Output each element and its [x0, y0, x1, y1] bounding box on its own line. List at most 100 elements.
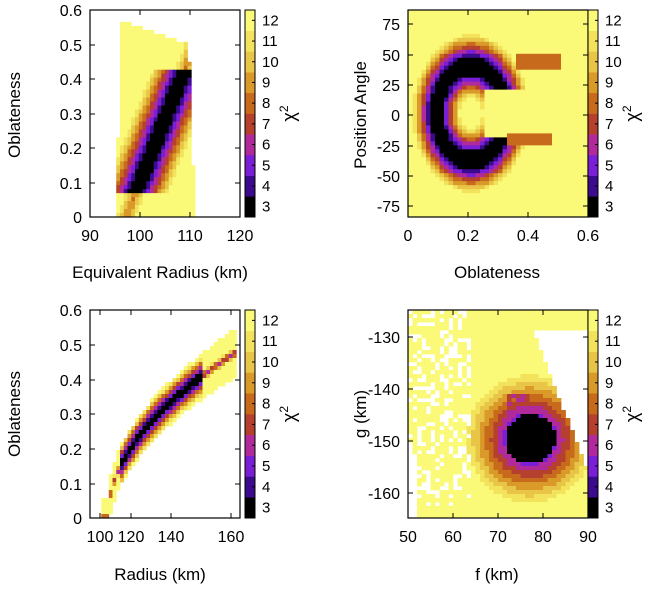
heatmap-cell — [202, 394, 207, 399]
heatmap-cell — [511, 338, 517, 343]
heatmap-cell — [448, 17, 454, 23]
heatmap-cell — [552, 137, 557, 142]
heatmap-cell — [412, 33, 418, 39]
heatmap-cell — [444, 17, 449, 23]
heatmap-cell — [507, 213, 512, 217]
heatmap-cell — [484, 189, 490, 194]
heatmap-cell — [489, 10, 494, 15]
heatmap-cell — [507, 402, 512, 407]
heatmap-cell — [475, 430, 481, 435]
heatmap-cell — [135, 177, 140, 182]
heatmap-cell — [408, 177, 413, 182]
y-tick-label: 25 — [382, 78, 400, 95]
heatmap-cell — [520, 394, 526, 399]
heatmap-cell — [435, 13, 440, 19]
heatmap-cell — [135, 145, 140, 150]
heatmap-cell — [547, 10, 553, 15]
heatmap-cell — [462, 390, 467, 395]
heatmap-cell — [146, 53, 151, 59]
heatmap-cell — [552, 213, 557, 217]
heatmap-cell — [498, 157, 503, 162]
heatmap-cell — [498, 510, 503, 515]
heatmap-cell — [408, 314, 413, 319]
heatmap-cell — [511, 510, 517, 515]
heatmap-cell — [493, 137, 499, 142]
heatmap-cell — [120, 189, 125, 194]
heatmap-cell — [511, 149, 517, 154]
heatmap-cells — [408, 310, 588, 518]
heatmap-cell — [529, 318, 535, 323]
heatmap-cell — [475, 438, 481, 443]
heatmap-cell — [534, 442, 539, 447]
heatmap-cell — [529, 177, 535, 182]
heatmap-cell — [138, 426, 143, 431]
heatmap-cell — [511, 173, 517, 178]
heatmap-cell — [538, 318, 544, 323]
heatmap-cell — [498, 450, 503, 455]
heatmap-cell — [112, 470, 117, 475]
heatmap-cell — [516, 426, 521, 431]
heatmap-cell — [574, 149, 580, 154]
heatmap-cell — [146, 29, 151, 35]
heatmap-cell — [453, 370, 458, 375]
heatmap-cell — [529, 33, 535, 39]
heatmap-cell — [453, 33, 458, 39]
heatmap-cell — [448, 145, 454, 150]
heatmap-cell — [543, 105, 548, 110]
heatmap-cell — [547, 458, 553, 463]
heatmap-cell — [516, 117, 521, 122]
heatmap-cell — [150, 213, 155, 217]
heatmap-cell — [123, 442, 128, 447]
heatmap-cell — [150, 69, 155, 75]
heatmap-cell — [525, 490, 530, 495]
heatmap-cell — [556, 10, 562, 15]
heatmap-cell — [153, 125, 158, 130]
heatmap-cell — [511, 53, 517, 59]
heatmap-cell — [225, 358, 230, 363]
heatmap-cell — [484, 418, 490, 423]
heatmap-cell — [417, 470, 422, 475]
heatmap-cell — [138, 165, 143, 170]
heatmap-cell — [516, 458, 521, 463]
heatmap-cell — [543, 101, 548, 106]
heatmap-cell — [157, 193, 162, 198]
heatmap-cell — [498, 478, 503, 483]
heatmap-cell — [475, 502, 481, 507]
heatmap-cell — [444, 137, 449, 142]
heatmap-cell — [547, 49, 553, 55]
heatmap-cell — [471, 458, 476, 463]
heatmap-cell — [448, 29, 454, 35]
heatmap-cell — [556, 101, 562, 106]
heatmap-cell — [112, 474, 117, 479]
heatmap-cell — [172, 61, 177, 67]
heatmap-cell — [561, 61, 566, 67]
heatmap-cell — [187, 406, 192, 411]
heatmap-cell — [511, 189, 517, 194]
heatmap-cell — [552, 25, 557, 31]
heatmap-cell — [480, 394, 485, 399]
heatmap-cell — [138, 157, 143, 162]
heatmap-cell — [538, 326, 544, 331]
heatmap-cell — [444, 370, 449, 375]
heatmap-cell — [565, 117, 571, 122]
heatmap-cell — [462, 370, 467, 375]
heatmap-cell — [457, 205, 463, 210]
heatmap-cell — [435, 434, 440, 439]
heatmap-cell — [556, 17, 562, 23]
heatmap-cell — [525, 366, 530, 371]
heatmap-cell — [507, 506, 512, 511]
heatmap-cell — [165, 65, 170, 71]
heatmap-cell — [135, 33, 140, 39]
heatmap-cell — [462, 65, 467, 71]
heatmap-cell — [131, 37, 136, 43]
heatmap-cell — [498, 486, 503, 491]
heatmap-cell — [157, 410, 162, 415]
heatmap-cell — [466, 201, 472, 206]
heatmap-cell — [484, 482, 490, 487]
heatmap-cell — [507, 482, 512, 487]
heatmap-cell — [516, 33, 521, 39]
heatmap-cell — [206, 386, 211, 391]
heatmap-cell — [462, 197, 467, 202]
heatmap-cell — [120, 454, 125, 459]
heatmap-cell — [574, 153, 580, 158]
